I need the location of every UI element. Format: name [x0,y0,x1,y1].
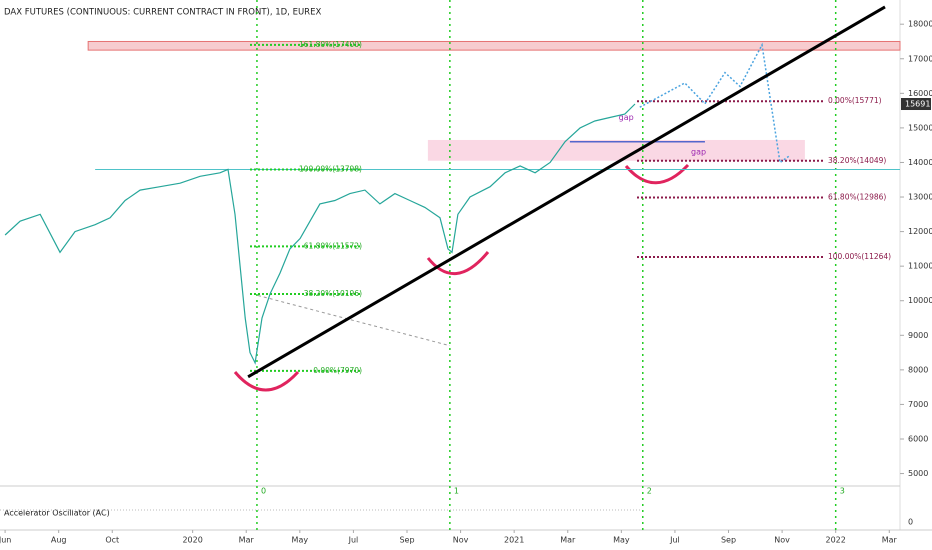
x-tick-label: May [613,536,630,545]
x-tick-label: Jul [348,536,359,545]
x-tick-label: Nov [774,536,790,545]
fib-label: 61.80%(12986) [828,193,886,202]
y-tick-label: 11000 [908,262,932,271]
x-tick-label: Nov [453,536,469,545]
y-tick-label: 9000 [908,331,928,340]
price-line [4,103,636,365]
y-tick-label: 17000 [908,54,932,63]
x-tick-label: Mar [560,536,576,545]
smile-curve [233,370,300,392]
x-tick-label: 2022 [826,536,846,545]
smile-curve [624,163,690,185]
osc-tick-label: 0 [908,518,913,527]
y-tick-label: 16000 [908,89,932,98]
y-tick-label: 14000 [908,158,932,167]
fib-label: 38.20%(10196) [304,289,362,298]
smile-curve [426,251,490,275]
fib-label: 0.00%(7970) [313,366,362,375]
x-tick-label: Aug [51,536,67,545]
cycle-label: 0 [261,487,266,496]
fib-label: 100.00%(13798) [299,164,362,173]
oscillator-title: Accelerator Oscillator (AC) [4,509,110,518]
x-tick-label: Mar [882,536,898,545]
y-tick-label: 13000 [908,193,932,202]
cycle-label: 3 [840,487,845,496]
y-tick-label: 5000 [908,469,928,478]
last-price-box [901,98,931,111]
x-tick-label: Sep [399,536,414,545]
x-tick-label: Mar [239,536,255,545]
x-tick-label: Jun [0,536,11,545]
fib-label: 61.80%(11572) [304,241,362,250]
cycle-label: 1 [454,487,459,496]
x-tick-label: Sep [721,536,736,545]
gap-label: gap [619,113,634,122]
trend-line [247,5,886,379]
last-price-label: 15691 [905,100,930,109]
fib-label: 38.20%(14049) [828,156,886,165]
fib-label: 100.00%(11264) [828,252,891,261]
zone [427,139,805,161]
y-tick-label: 7000 [908,400,928,409]
x-tick-label: May [292,536,309,545]
fib-label: 161.80%(17400) [299,40,362,49]
x-tick-label: 2020 [182,536,202,545]
x-tick-label: 2021 [504,536,524,545]
gap-label: gap [691,148,706,157]
chart-title: DAX FUTURES (CONTINUOUS: CURRENT CONTRAC… [4,8,321,18]
y-tick-label: 10000 [908,296,932,305]
y-tick-label: 18000 [908,20,932,29]
y-tick-label: 15000 [908,123,932,132]
y-tick-label: 8000 [908,365,928,374]
x-tick-label: Oct [105,536,119,545]
zone [87,40,901,51]
fib-label: 0.00%(15771) [828,96,882,105]
y-tick-label: 6000 [908,434,928,443]
x-tick-label: Jul [669,536,680,545]
cycle-label: 2 [647,487,652,496]
y-tick-label: 12000 [908,227,932,236]
